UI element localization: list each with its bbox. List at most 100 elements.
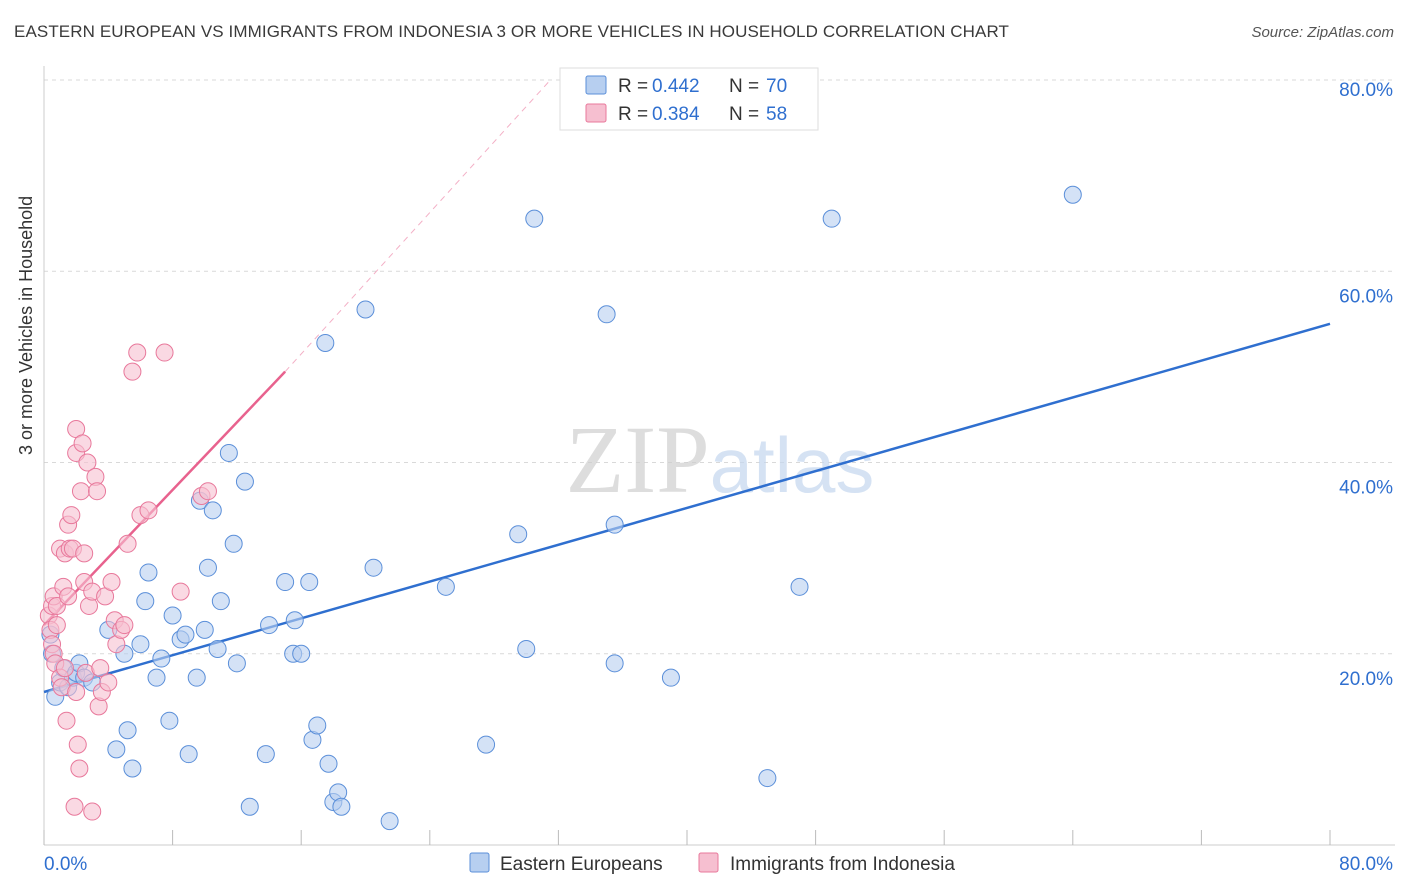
point-eastern-european-19	[147, 668, 166, 687]
point-indonesia-49	[123, 362, 142, 381]
point-eastern-european-58	[517, 639, 536, 658]
point-eastern-european-32	[211, 592, 230, 611]
point-eastern-european-40	[276, 573, 295, 592]
point-eastern-european-52	[356, 300, 375, 319]
legend-n-label-1: N =	[729, 104, 759, 125]
legend-box: R = 0.442 N = 70 R = 0.384 N = 58	[559, 67, 819, 131]
point-indonesia-19	[62, 506, 81, 525]
point-eastern-european-31	[208, 639, 227, 658]
legend-r-value-0: 0.442	[652, 76, 700, 97]
point-eastern-european-25	[179, 745, 198, 764]
series-label-0: Eastern Europeans	[500, 854, 663, 875]
point-indonesia-8	[47, 616, 66, 635]
point-indonesia-48	[118, 534, 137, 553]
tick-labels: 20.0% 40.0% 60.0% 80.0% 0.0% 80.0%	[44, 80, 1393, 875]
point-indonesia-47	[115, 616, 134, 635]
legend-swatch-pink	[585, 103, 607, 123]
point-eastern-european-38	[256, 745, 275, 764]
point-eastern-european-36	[235, 472, 254, 491]
point-indonesia-43	[102, 573, 121, 592]
point-eastern-european-35	[227, 654, 246, 673]
legend-r-value-1: 0.384	[652, 104, 700, 125]
point-indonesia-53	[155, 343, 174, 362]
point-eastern-european-12	[107, 740, 126, 759]
point-eastern-european-44	[300, 573, 319, 592]
point-eastern-european-51	[332, 797, 351, 816]
series-label-1: Immigrants from Indonesia	[730, 854, 955, 875]
point-eastern-european-64	[758, 769, 777, 788]
point-indonesia-28	[73, 434, 92, 453]
point-eastern-european-63	[661, 668, 680, 687]
series-legend: Eastern Europeans Immigrants from Indone…	[469, 852, 955, 875]
point-eastern-european-24	[176, 625, 195, 644]
point-indonesia-37	[88, 482, 107, 501]
y-tick-label-40: 40.0%	[1339, 478, 1393, 499]
point-eastern-european-46	[308, 716, 327, 735]
point-indonesia-42	[99, 673, 118, 692]
point-eastern-european-29	[198, 558, 217, 577]
point-eastern-european-56	[477, 735, 496, 754]
point-indonesia-35	[83, 802, 102, 821]
y-tick-label-20: 20.0%	[1339, 669, 1393, 690]
watermark: ZIPatlas	[566, 406, 875, 513]
point-eastern-european-26	[187, 668, 206, 687]
legend-n-label-0: N =	[729, 76, 759, 97]
legend-r-label-1: R =	[618, 104, 648, 125]
point-eastern-european-59	[525, 209, 544, 228]
legend-n-value-1: 58	[766, 104, 787, 125]
point-eastern-european-21	[160, 711, 179, 730]
point-eastern-european-15	[123, 759, 142, 778]
point-indonesia-22	[67, 683, 86, 701]
trend-extension-indonesia	[284, 79, 551, 372]
point-eastern-european-28	[195, 620, 214, 639]
point-eastern-european-22	[163, 606, 182, 625]
y-tick-label-60: 60.0%	[1339, 286, 1393, 307]
legend-swatch-blue	[585, 75, 607, 95]
data-points	[39, 185, 1082, 831]
point-eastern-european-65	[790, 577, 809, 596]
series-swatch-pink	[698, 852, 719, 873]
point-indonesia-15	[57, 711, 76, 730]
point-indonesia-39	[91, 659, 110, 678]
point-eastern-european-39	[260, 616, 279, 635]
point-eastern-european-30	[203, 501, 222, 520]
point-indonesia-30	[75, 544, 94, 563]
point-indonesia-17	[59, 587, 78, 606]
point-eastern-european-60	[597, 305, 616, 324]
point-eastern-european-57	[509, 525, 528, 544]
trend-lines	[43, 79, 1331, 694]
x-tick-label-80: 80.0%	[1339, 854, 1393, 875]
point-eastern-european-18	[139, 563, 158, 582]
y-tick-label-80: 80.0%	[1339, 80, 1393, 101]
point-eastern-european-33	[219, 443, 238, 462]
point-eastern-european-20	[152, 649, 171, 668]
point-indonesia-32	[78, 453, 97, 472]
point-eastern-european-37	[240, 797, 259, 816]
point-eastern-european-61	[605, 515, 624, 534]
point-eastern-european-17	[136, 592, 155, 611]
point-eastern-european-67	[1063, 185, 1082, 204]
point-eastern-european-62	[605, 654, 624, 673]
x-tick-label-0: 0.0%	[44, 854, 87, 875]
point-eastern-european-47	[316, 333, 335, 352]
point-indonesia-21	[65, 797, 84, 816]
series-swatch-blue	[469, 852, 490, 873]
point-eastern-european-16	[131, 635, 150, 654]
legend-r-label-0: R =	[618, 76, 648, 97]
legend-n-value-0: 70	[766, 76, 787, 97]
point-eastern-european-43	[292, 644, 311, 663]
point-eastern-european-66	[822, 209, 841, 228]
gridlines	[44, 79, 1395, 655]
point-eastern-european-48	[319, 754, 338, 773]
point-eastern-european-54	[380, 812, 399, 831]
chart-title: EASTERN EUROPEAN VS IMMIGRANTS FROM INDO…	[14, 22, 1010, 41]
point-indonesia-50	[128, 343, 147, 362]
axes	[43, 66, 1395, 846]
point-indonesia-52	[139, 501, 158, 520]
point-indonesia-13	[55, 659, 74, 678]
point-indonesia-54	[171, 582, 190, 601]
source-note: Source: ZipAtlas.com	[1251, 24, 1394, 41]
point-indonesia-26	[70, 759, 89, 778]
point-indonesia-56	[198, 482, 217, 501]
